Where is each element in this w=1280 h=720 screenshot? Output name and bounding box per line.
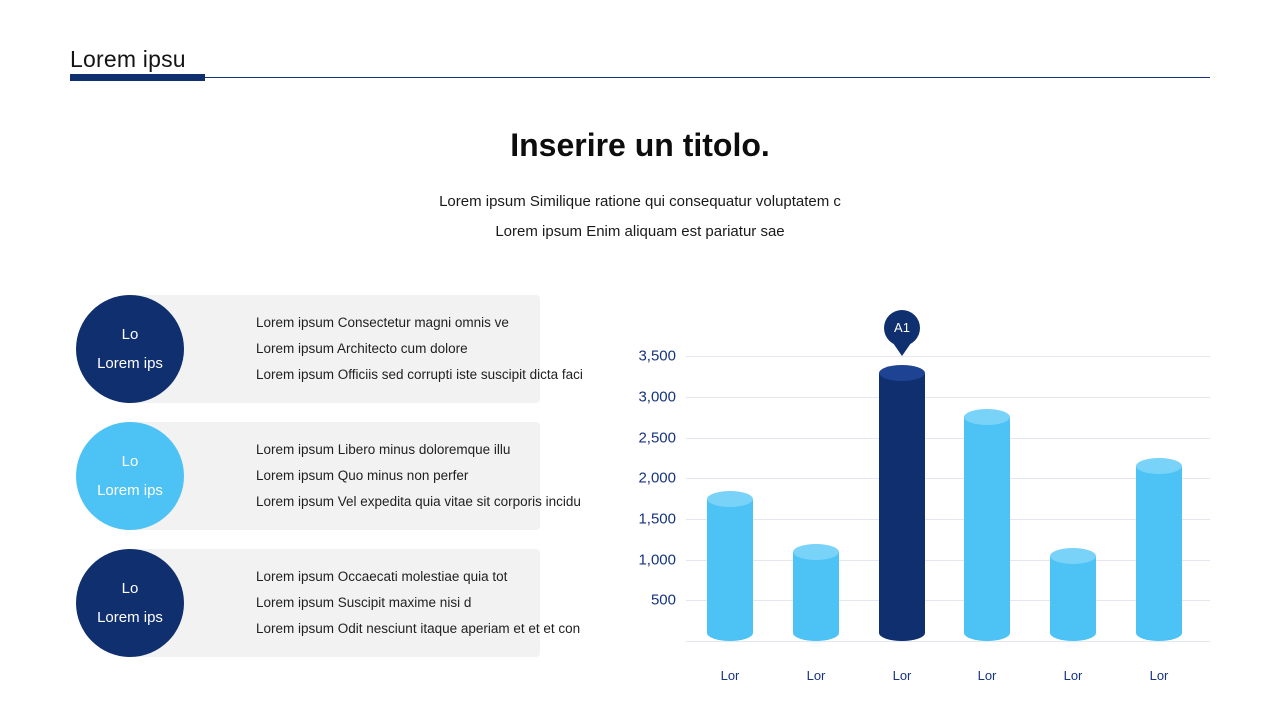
list-item-text-box: Lorem ipsum Libero minus doloremque illu… [130,422,581,530]
list-item: Lorem ipsum Occaecati molestiae quia tot… [76,549,581,657]
page-title: Lorem ipsu [70,46,186,72]
header-accent-bar [70,74,205,81]
gridline [686,397,1210,398]
y-axis-tick-label: 500 [650,591,676,609]
list-item-text-box: Lorem ipsum Consectetur magni omnis ve Lo… [130,295,583,403]
list-item: Lorem ipsum Libero minus doloremque illu… [76,422,581,530]
chart-bar-cap [793,543,839,560]
badge-line-1: Lo [121,580,139,597]
badge-line-2: Lorem ips [97,609,163,626]
badge-line-2: Lorem ips [97,482,163,499]
list-item-line: Lorem ipsum Quo minus non perfer [256,468,469,483]
y-axis-tick-label: 1,000 [638,551,676,569]
chart-bar-cap [707,490,753,507]
list-item-badge-circle: Lo Lorem ips [76,422,184,530]
badge-line-1: Lo [121,453,139,470]
x-axis-category-label: Lor [1149,668,1169,683]
badge-line-1: Lo [121,326,139,343]
y-axis-tick-label: 1,500 [638,510,676,528]
list-item-line: Lorem ipsum Consectetur magni omnis ve [256,315,509,330]
chart-bar [1050,547,1096,641]
highlight-pin-tail [893,342,911,356]
list-item-badge-circle: Lo Lorem ips [76,295,184,403]
list-item-line: Lorem ipsum Suscipit maxime nisi d [256,595,472,610]
gridline [686,478,1210,480]
x-axis-category-label: Lor [1063,668,1083,683]
y-axis-tick-label: 2,500 [638,429,676,447]
slide-title: Inserire un titolo. [510,127,770,163]
chart-bar [707,490,753,641]
x-axis-category-label: Lor [977,668,997,683]
chart-bar-cap [1136,458,1182,475]
x-axis-category-label: Lor [892,668,912,683]
feature-list: Lorem ipsum Consectetur magni omnis ve Lo… [76,295,583,676]
gridline [686,559,1210,561]
list-item-line: Lorem ipsum Odit nesciunt itaque aperiam… [256,621,581,636]
chart-bar [793,543,839,641]
list-item-line: Lorem ipsum Officiis sed corrupti iste s… [256,367,583,382]
list-item-text-box: Lorem ipsum Occaecati molestiae quia tot… [130,549,581,657]
chart-bar [964,409,1010,641]
gridline [686,356,1210,358]
list-item-line: Lorem ipsum Occaecati molestiae quia tot [256,569,508,584]
bar-chart: 500 1,000 1,500 2,000 2,500 3,000 3,500 Lor Lor L… [630,309,1210,710]
list-item-line: Lorem ipsum Libero minus doloremque illu [256,442,511,457]
badge-line-2: Lorem ips [97,355,163,372]
x-axis-category-label: Lor [720,668,740,683]
list-item-badge-circle: Lo Lorem ips [76,549,184,657]
gridline [686,437,1210,439]
chart-bar-cap [964,409,1010,426]
chart-bar [879,364,925,641]
header-divider [70,77,1210,78]
list-item-line: Lorem ipsum Vel expedita quia vitae sit … [256,494,581,509]
highlight-pin-label: A1 [884,309,920,346]
list-item-line: Lorem ipsum Architecto cum dolore [256,341,468,356]
x-axis-category-label: Lor [806,668,826,683]
y-axis-tick-label: 3,000 [638,388,676,406]
list-item: Lorem ipsum Consectetur magni omnis ve Lo… [76,295,583,403]
chart-bar-cap [1050,547,1096,564]
x-axis-baseline [686,641,1210,642]
slide-subtitle-line-2: Lorem ipsum Enim aliquam est pariatur sa… [495,223,785,240]
chart-bar-cap [879,364,925,381]
gridline [686,600,1210,602]
chart-bar [1136,458,1182,641]
gridline [686,519,1210,520]
slide-subtitle-line-1: Lorem ipsum Similique ratione qui conseq… [439,193,841,210]
y-axis-tick-label: 3,500 [638,347,676,365]
highlight-pin: A1 [884,309,920,356]
y-axis-tick-label: 2,000 [638,469,676,487]
